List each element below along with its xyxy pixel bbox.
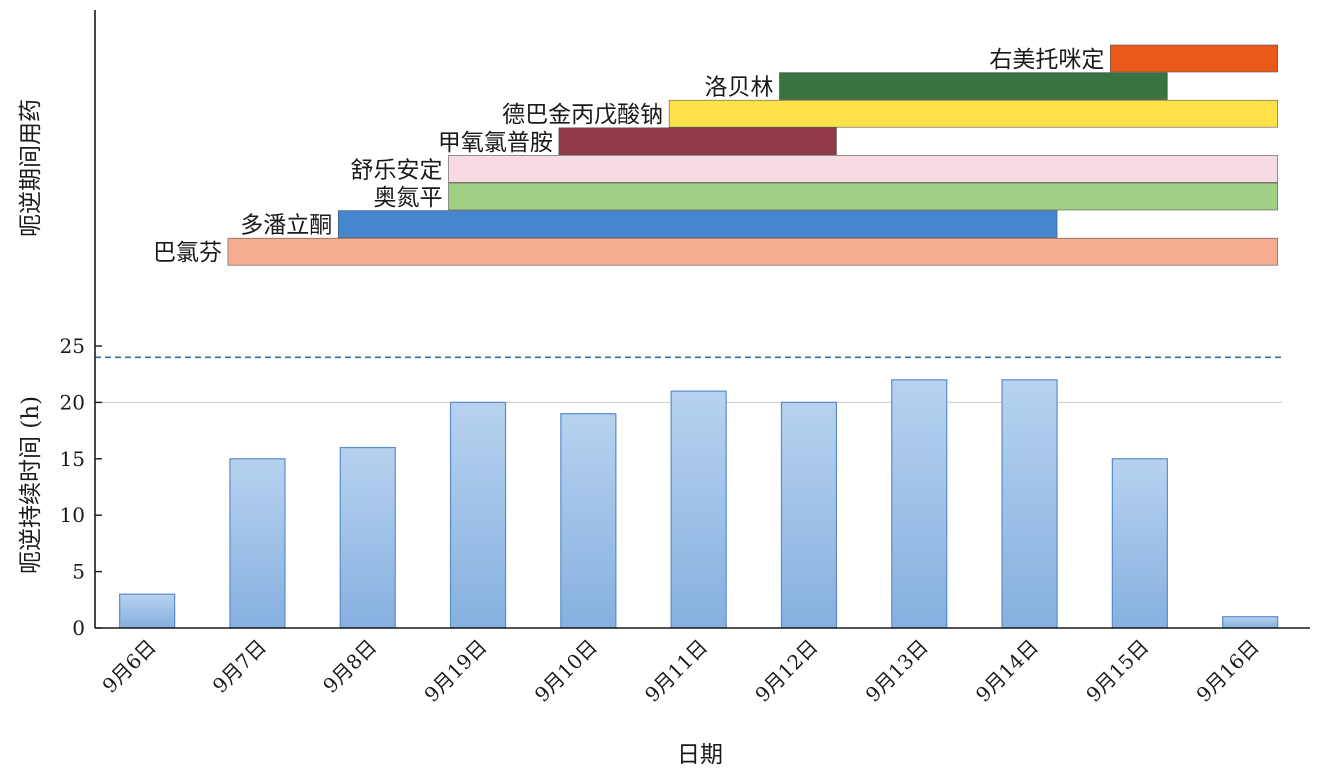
duration-axis-title: 呃逆持续时间 (h) [18, 396, 44, 574]
x-tick-label: 9月10日 [530, 635, 602, 707]
bar [1111, 458, 1168, 629]
gantt-bar [337, 210, 1058, 238]
x-tick-label: 9月16日 [1191, 635, 1263, 707]
x-tick-label: 9月15日 [1081, 635, 1153, 707]
bar [670, 390, 727, 629]
y-tick-label: 10 [60, 503, 85, 527]
x-tick-label: 9月7日 [208, 635, 271, 698]
bar [560, 413, 617, 629]
gantt-bar-label: 巴氯芬 [153, 240, 222, 266]
gantt-bar-label: 甲氧氯普胺 [438, 130, 553, 156]
bar [1222, 616, 1279, 629]
bar [780, 401, 838, 629]
bar [119, 593, 176, 629]
y-tick-label: 15 [60, 447, 85, 471]
gantt-bar [779, 72, 1168, 100]
gantt-bar-label: 右美托咪定 [989, 47, 1104, 73]
medication-axis-title: 呃逆期间用药 [18, 99, 44, 237]
gantt-bar [668, 99, 1278, 128]
gantt-bar-label: 舒乐安定 [351, 157, 443, 183]
bar [339, 446, 396, 629]
x-tick-label: 9月14日 [971, 635, 1043, 707]
x-tick-label: 9月13日 [861, 635, 933, 707]
x-tick-label: 9月11日 [640, 635, 712, 707]
gantt-bar-label: 多潘立酮 [240, 213, 332, 239]
x-tick-label: 9月8日 [318, 635, 381, 698]
x-tick-label: 9月6日 [97, 635, 160, 698]
x-tick-label: 9月19日 [419, 635, 491, 707]
x-tick-label: 9月12日 [750, 635, 822, 707]
gantt-bar-label: 德巴金丙戊酸钠 [502, 102, 663, 128]
gantt-bar [448, 155, 1278, 183]
bar [229, 458, 286, 629]
bar [891, 379, 948, 629]
y-tick-label: 25 [60, 334, 85, 358]
date-axis-title: 日期 [677, 742, 723, 768]
y-tick-label: 0 [72, 616, 85, 640]
gantt-bar [1110, 44, 1278, 73]
bar [449, 401, 507, 629]
gantt-bar [448, 182, 1278, 211]
bar [1001, 379, 1058, 629]
gantt-bar [227, 237, 1278, 266]
gantt-bar-label: 奥氮平 [374, 185, 443, 211]
y-tick-label: 20 [60, 390, 85, 414]
gantt-bar-label: 洛贝林 [704, 75, 773, 101]
y-tick-label: 5 [72, 560, 85, 584]
gantt-bar [558, 127, 837, 156]
